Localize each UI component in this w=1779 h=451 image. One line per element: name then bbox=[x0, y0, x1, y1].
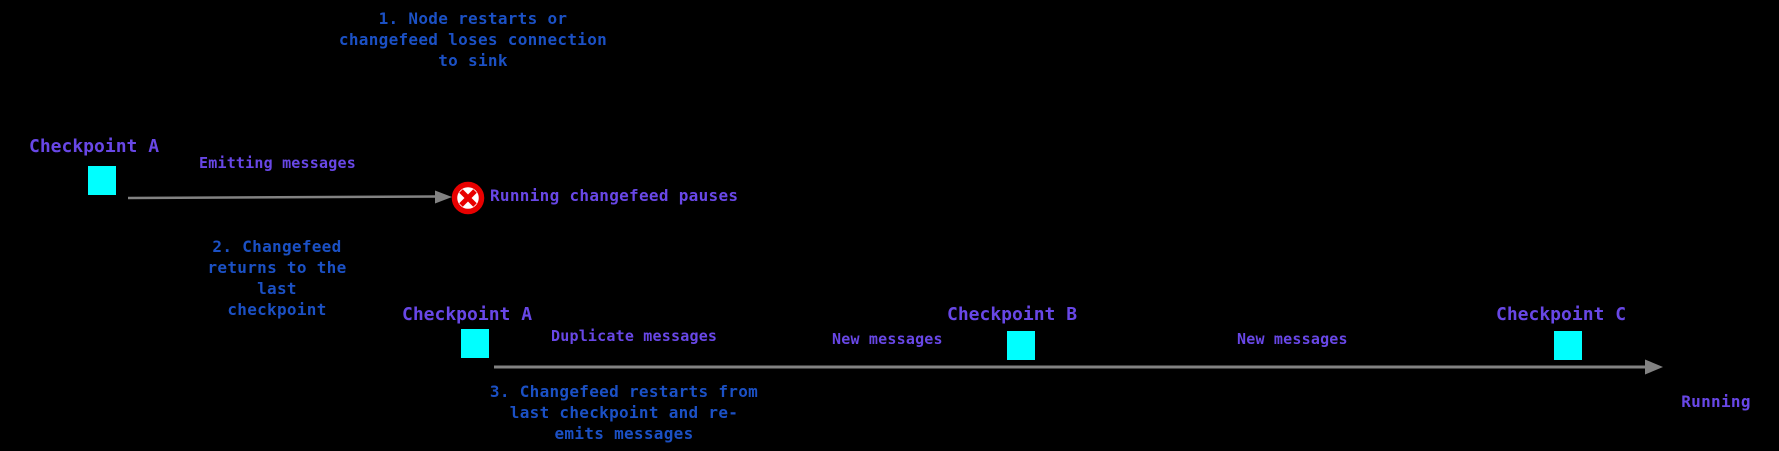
emitting-messages-label: Emitting messages bbox=[199, 154, 356, 172]
new-messages-label-2: New messages bbox=[1237, 330, 1348, 348]
checkpoint-a-marker-2 bbox=[461, 329, 489, 358]
pause-status-label: Running changefeed pauses bbox=[490, 186, 739, 205]
step-1-annotation: 1. Node restarts or changefeed loses con… bbox=[303, 8, 643, 71]
checkpoint-c-label: Checkpoint C bbox=[1496, 304, 1627, 325]
step-2-annotation: 2. Changefeed returns to the last checkp… bbox=[157, 236, 397, 320]
timeline-1-arrowhead-icon bbox=[435, 190, 452, 204]
step-3-line-1: 3. Changefeed restarts from bbox=[489, 382, 759, 401]
step-3-line-3: emits messages bbox=[554, 424, 694, 443]
resume-status-line-1: Running bbox=[1681, 392, 1751, 411]
step-1-line-3: to sink bbox=[438, 51, 508, 70]
checkpoint-c-marker bbox=[1554, 331, 1582, 360]
timeline-2-arrowhead-icon bbox=[1645, 359, 1663, 375]
resume-status-label: Running changefeed resumes bbox=[1655, 349, 1777, 451]
checkpoint-a-label-2: Checkpoint A bbox=[402, 304, 533, 325]
checkpoint-b-label: Checkpoint B bbox=[947, 304, 1078, 325]
checkpoint-a-label-1: Checkpoint A bbox=[29, 136, 160, 157]
pause-circled-x-icon bbox=[451, 181, 485, 215]
duplicate-messages-label: Duplicate messages bbox=[551, 327, 718, 345]
new-messages-label-1: New messages bbox=[832, 330, 943, 348]
step-1-line-2: changefeed loses connection bbox=[338, 30, 608, 49]
step-1-line-1: 1. Node restarts or bbox=[378, 9, 568, 28]
checkpoint-b-marker bbox=[1007, 331, 1035, 360]
step-2-line-4: checkpoint bbox=[227, 300, 327, 319]
step-3-line-2: last checkpoint and re- bbox=[509, 403, 739, 422]
step-2-line-3: last bbox=[257, 279, 297, 298]
step-3-annotation: 3. Changefeed restarts from last checkpo… bbox=[464, 381, 784, 444]
pause-icon-x-stroke-2 bbox=[459, 189, 477, 207]
timeline-1-line bbox=[127, 195, 437, 200]
checkpoint-a-marker-1 bbox=[88, 166, 116, 195]
step-2-line-1: 2. Changefeed bbox=[212, 237, 342, 256]
step-2-line-2: returns to the bbox=[207, 258, 347, 277]
